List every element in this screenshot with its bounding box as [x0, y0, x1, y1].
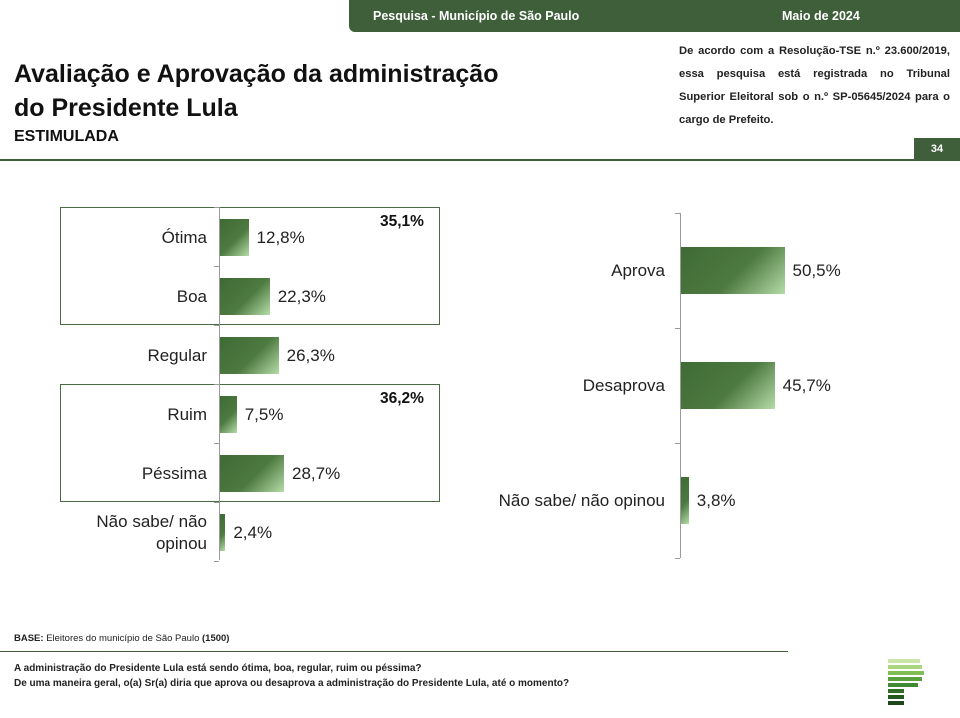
base-text: Eleitores do município de São Paulo: [46, 633, 200, 644]
bar-label-line: Não sabe/ não: [96, 511, 207, 531]
page-subtitle: ESTIMULADA: [14, 128, 119, 145]
y-axis-tick: [675, 558, 680, 559]
page-title-line-2: do Presidente Lula: [14, 94, 238, 122]
bar-value-aprova: 50,5%: [792, 260, 841, 280]
bar-label-regular: Regular: [147, 345, 207, 365]
bar-nao-sabe-nao-opinou: [220, 514, 226, 551]
y-axis-tick: [214, 384, 219, 385]
survey-date: Maio de 2024: [782, 9, 860, 23]
group-total-label: 35,1%: [380, 213, 424, 230]
question-approval: De uma maneira geral, o(a) Sr(a) diria q…: [14, 678, 570, 689]
bar-ruim: [220, 396, 237, 433]
y-axis-tick: [675, 213, 680, 214]
bar-desaprova: [681, 362, 775, 409]
bar-label-pessima: Péssima: [141, 463, 207, 483]
bar-boa: [220, 278, 270, 315]
negative-group-box: [60, 384, 440, 502]
y-axis-line: [680, 213, 681, 558]
page-title: Avaliação e Aprovação da administração d…: [14, 57, 614, 125]
bar-label-line: opinou: [155, 533, 207, 553]
survey-name: Pesquisa - Município de São Paulo: [373, 9, 580, 23]
y-axis-line: [219, 207, 220, 560]
page-title-line-1: Avaliação e Aprovação da administração: [14, 60, 499, 88]
header-bar: Pesquisa - Município de São Paulo Maio d…: [349, 0, 960, 32]
bar-label-aprova: Aprova: [611, 260, 665, 280]
y-axis-tick: [675, 328, 680, 329]
bar-label-desaprova: Desaprova: [582, 375, 665, 395]
question-evaluation: A administração do Presidente Lula está …: [14, 663, 422, 674]
base-label: BASE:: [14, 633, 44, 644]
y-axis-tick: [214, 443, 219, 444]
bar-value-regular: 26,3%: [286, 345, 335, 365]
bar-label-nao-sabe-nao-opinou: Não sabe/ não opinou: [498, 490, 665, 510]
y-axis-tick: [214, 561, 219, 562]
y-axis-tick: [214, 266, 219, 267]
bar-label-otima: Ótima: [161, 227, 207, 247]
header-divider: [0, 159, 960, 161]
bar-label-ruim: Ruim: [167, 404, 207, 424]
bar-aprova: [681, 247, 785, 294]
positive-group-box: [60, 207, 440, 325]
base-count: (1500): [202, 633, 230, 644]
y-axis-tick: [214, 207, 219, 208]
bar-value-boa: 22,3%: [277, 286, 326, 306]
bar-label-nao-sabe-nao-opinou: Não sabe/ não opinou: [67, 511, 207, 555]
bar-value-desaprova: 45,7%: [782, 375, 831, 395]
bar-pessima: [220, 455, 284, 492]
footer-divider: [0, 651, 788, 652]
page-number: 34: [914, 138, 960, 160]
y-axis-tick: [675, 443, 680, 444]
brand-logo-icon: [888, 659, 924, 705]
bar-otima: [220, 219, 249, 256]
bar-nao-sabe-nao-opinou: [681, 477, 689, 524]
bar-value-ruim: 7,5%: [244, 404, 284, 424]
y-axis-tick: [214, 325, 219, 326]
bar-value-nao-sabe-nao-opinou: 3,8%: [696, 490, 736, 510]
registration-note: De acordo com a Resolução-TSE n.º 23.600…: [679, 45, 950, 126]
bar-label-boa: Boa: [176, 286, 207, 306]
base-note: BASE: Eleitores do município de São Paul…: [14, 633, 229, 644]
bar-value-pessima: 28,7%: [292, 463, 341, 483]
bar-regular: [220, 337, 279, 374]
bar-value-otima: 12,8%: [256, 227, 305, 247]
group-total-label: 36,2%: [380, 390, 424, 407]
y-axis-tick: [214, 502, 219, 503]
bar-value-nao-sabe-nao-opinou: 2,4%: [233, 522, 273, 542]
